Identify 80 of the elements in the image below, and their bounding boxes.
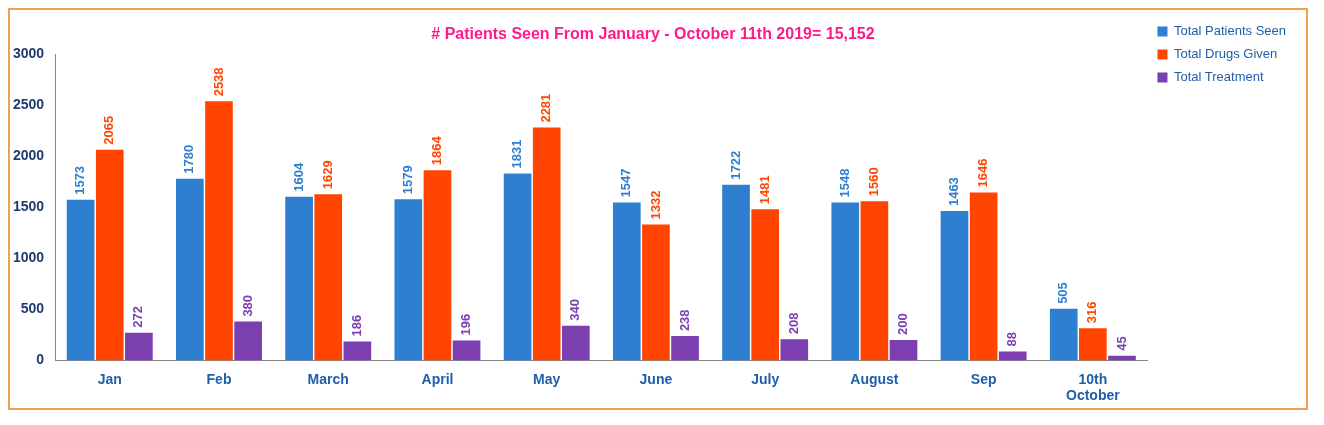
- legend-label: Total Treatment: [1173, 69, 1264, 85]
- x-tick-label: August: [850, 370, 899, 387]
- bar: [394, 199, 423, 361]
- bar: [860, 201, 889, 361]
- x-tick-label: July: [751, 370, 780, 387]
- data-label: 380: [239, 294, 255, 317]
- data-label: 1481: [756, 175, 772, 205]
- x-tick-label: June: [639, 370, 673, 387]
- bar: [831, 202, 860, 361]
- bar: [66, 199, 95, 361]
- data-label: 238: [676, 309, 692, 332]
- bar: [751, 209, 779, 361]
- bar: [889, 339, 918, 361]
- x-tick-label: Feb: [206, 370, 232, 387]
- data-label: 1629: [319, 160, 335, 190]
- bar: [1079, 328, 1107, 361]
- data-label: 1864: [429, 135, 445, 166]
- x-tick-label: Sep: [970, 370, 997, 387]
- data-label: 186: [348, 314, 364, 337]
- bar: [125, 332, 153, 361]
- x-tick-label: 10th October: [1066, 370, 1121, 404]
- y-tick-label: 2000: [12, 147, 45, 164]
- data-label: 1332: [647, 190, 663, 220]
- x-tick-label: April: [421, 370, 454, 387]
- data-label: 208: [785, 312, 801, 335]
- data-label: 272: [130, 305, 146, 328]
- legend-label: Total Drugs Given: [1173, 46, 1278, 62]
- bar: [95, 149, 124, 361]
- data-label: 200: [895, 313, 911, 335]
- data-label: 1547: [618, 168, 634, 198]
- bar: [642, 224, 670, 361]
- bar: [1049, 308, 1078, 361]
- bar: [671, 336, 699, 361]
- bar: [205, 101, 233, 361]
- bar: [176, 178, 204, 361]
- data-label: 316: [1084, 301, 1100, 324]
- data-label: 340: [567, 298, 583, 321]
- bar: [532, 127, 561, 361]
- bar: [314, 194, 343, 361]
- bar: [343, 341, 372, 361]
- bar: [722, 184, 750, 361]
- bar: [423, 170, 452, 361]
- data-label: 2065: [101, 115, 117, 145]
- data-label: 1722: [727, 150, 743, 180]
- data-label: 505: [1055, 282, 1071, 304]
- data-label: 1579: [399, 165, 415, 195]
- data-label: 2281: [538, 93, 554, 123]
- data-label: 1573: [72, 165, 88, 195]
- data-label: 196: [458, 313, 474, 336]
- y-tick-label: 1000: [12, 249, 45, 266]
- chart-title: # Patients Seen From January - October 11th 2019= 15,152: [431, 25, 875, 43]
- data-label: 1548: [836, 168, 852, 198]
- data-label: 1463: [946, 177, 962, 207]
- bar: [561, 325, 590, 361]
- bar: [612, 202, 641, 361]
- bar: [969, 192, 998, 361]
- bar: [285, 196, 313, 361]
- legend-label: Total Patients Seen: [1173, 23, 1287, 39]
- y-tick-label: 3000: [12, 45, 45, 62]
- data-label: 1560: [865, 167, 881, 197]
- x-tick-label: Jan: [97, 370, 122, 387]
- data-label: 1780: [181, 144, 197, 174]
- bar: [998, 351, 1027, 361]
- data-label: 1604: [290, 162, 306, 192]
- data-label: 45: [1113, 336, 1129, 351]
- x-tick-label: March: [307, 370, 349, 387]
- bar: [780, 339, 809, 361]
- data-label: 2538: [210, 67, 226, 97]
- y-tick-label: 1500: [12, 198, 45, 215]
- bar: [503, 173, 532, 361]
- y-tick-label: 0: [36, 351, 45, 368]
- y-tick-label: 2500: [12, 96, 45, 113]
- x-tick-label: May: [533, 370, 561, 387]
- bar: [234, 321, 262, 361]
- bar: [940, 211, 969, 361]
- bar: [452, 340, 481, 361]
- data-label: 1831: [509, 139, 525, 169]
- y-tick-label: 500: [20, 300, 45, 317]
- data-label: 1646: [975, 158, 991, 188]
- data-label: 88: [1004, 331, 1020, 347]
